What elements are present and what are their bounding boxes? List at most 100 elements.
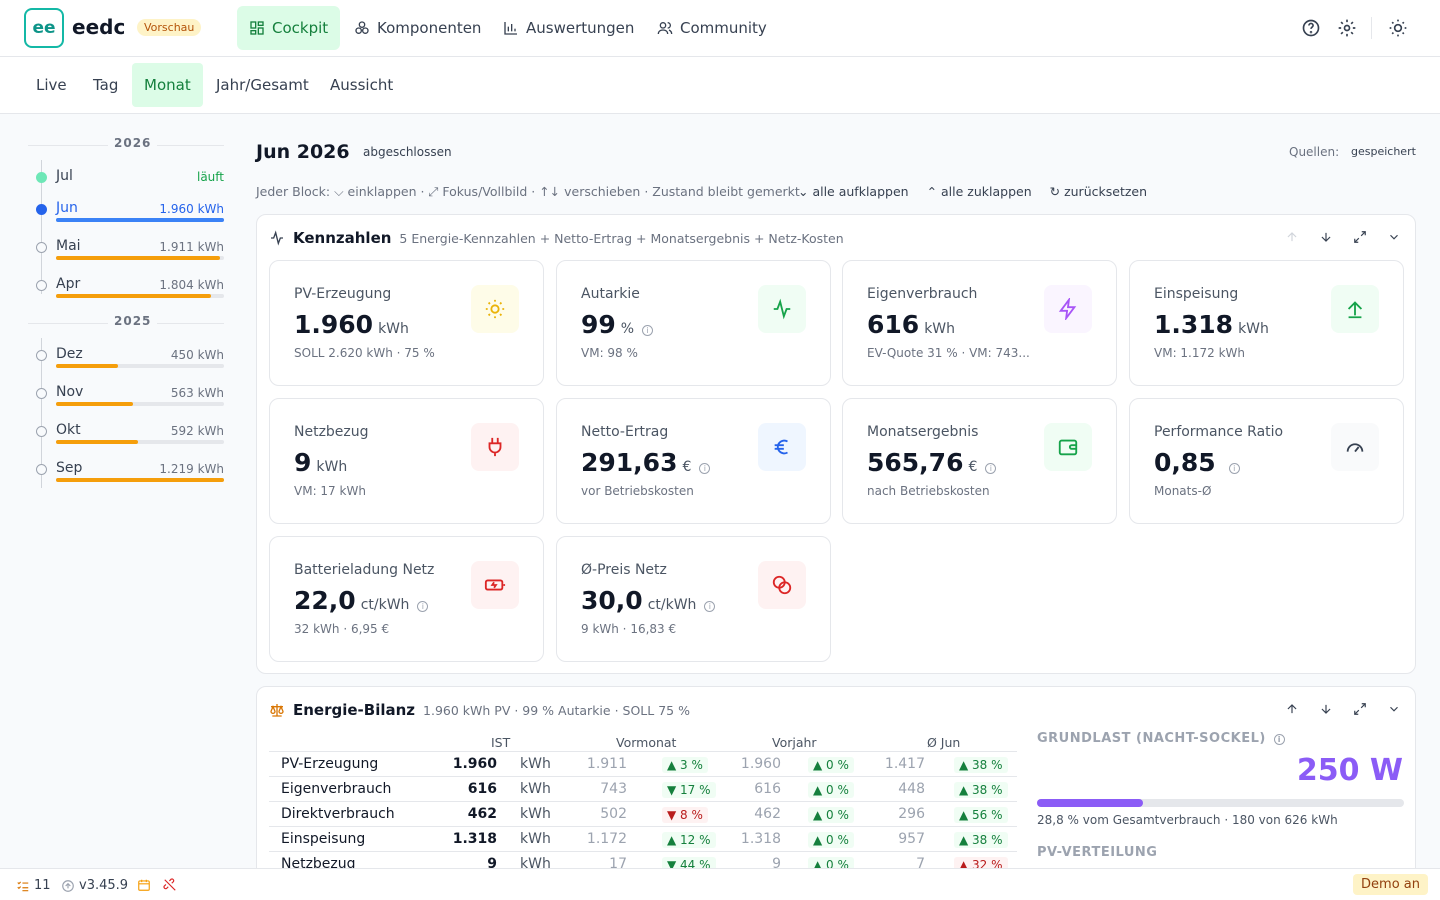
arrow-down-icon bbox=[1321, 704, 1331, 714]
avg-value: 957 bbox=[898, 831, 925, 847]
move-up-button[interactable] bbox=[1285, 229, 1299, 243]
month-item-sep[interactable]: Sep 1.219 kWh bbox=[28, 458, 224, 492]
vorjahr-value: 1.318 bbox=[740, 831, 781, 847]
kpi-card-batterieladung-netz[interactable]: Batterieladung Netz 22,0 ct/kWh i 32 kWh · 6… bbox=[269, 536, 544, 662]
plug-icon bbox=[488, 437, 502, 457]
reset-button[interactable]: ↻ zurücksetzen bbox=[1050, 184, 1147, 199]
kpi-value-row: 22,0 ct/kWh i bbox=[294, 586, 429, 615]
kpi-label: Performance Ratio bbox=[1154, 424, 1284, 440]
info-icon[interactable]: i bbox=[704, 601, 716, 612]
kpi-card-eigenverbrauch[interactable]: Eigenverbrauch 616 kWh EV-Quote 31 % · VM: … bbox=[842, 260, 1117, 386]
kpi-value: 565,76 bbox=[867, 448, 964, 477]
nav-label: Community bbox=[680, 19, 767, 37]
calendar-button[interactable] bbox=[137, 878, 151, 892]
avg-value: 1.417 bbox=[884, 756, 925, 772]
collapse-all-label: alle zuklappen bbox=[941, 184, 1032, 199]
grundlast-title-text: GRUNDLAST (NACHT-SOCKEL) bbox=[1037, 731, 1266, 746]
logo-text: ee bbox=[32, 18, 56, 38]
wallet-icon bbox=[1058, 439, 1078, 456]
fullscreen-button[interactable] bbox=[1353, 701, 1367, 715]
panel-header[interactable]: Energie-Bilanz 1.960 kWh PV · 99 % Autar… bbox=[269, 701, 690, 719]
kpi-card-performance-ratio[interactable]: Performance Ratio 0,85 i Monats-Ø bbox=[1129, 398, 1404, 524]
month-item-apr[interactable]: Apr 1.804 kWh bbox=[28, 274, 224, 308]
tab-tag[interactable]: Tag bbox=[93, 76, 119, 94]
kpi-card-monatsergebnis[interactable]: Monatsergebnis 565,76 € i nach Betriebskoste… bbox=[842, 398, 1117, 524]
sources-value[interactable]: gespeichert bbox=[1351, 145, 1416, 158]
vormonat-delta: ▲ 12 % bbox=[662, 832, 716, 848]
info-icon[interactable]: i bbox=[1273, 734, 1285, 745]
kpi-card-einspeisung[interactable]: Einspeisung 1.318 kWh VM: 1.172 kWh bbox=[1129, 260, 1404, 386]
tab-monat[interactable]: Monat bbox=[132, 63, 203, 107]
move-down-button[interactable] bbox=[1319, 229, 1333, 243]
month-name: Nov bbox=[56, 384, 84, 400]
month-item-mai[interactable]: Mai 1.911 kWh bbox=[28, 236, 224, 270]
collapse-all-button[interactable]: ⌃ alle zuklappen bbox=[927, 184, 1032, 199]
nav-auswertungen[interactable]: Auswertungen bbox=[491, 6, 646, 50]
month-item-jun[interactable]: Jun 1.960 kWh bbox=[28, 198, 224, 232]
kpi-icon-box bbox=[758, 561, 806, 609]
move-down-button[interactable] bbox=[1319, 701, 1333, 715]
kpi-icon-box bbox=[1331, 285, 1379, 333]
version-indicator[interactable]: v3.45.9 bbox=[61, 878, 128, 893]
kpi-value: 1.960 bbox=[294, 310, 374, 339]
vorjahr-value: 1.960 bbox=[740, 756, 781, 772]
table-row: PV-Erzeugung 1.960 kWh 1.911 ▲ 3 % 1.960 ▲ 0 %… bbox=[269, 751, 1017, 776]
status-bar: 11 v3.45.9 Demo an bbox=[0, 868, 1440, 900]
month-bar bbox=[56, 440, 224, 444]
month-value: 563 kWh bbox=[170, 386, 224, 400]
ist-value: 1.960 bbox=[452, 756, 497, 772]
help-icon[interactable] bbox=[1301, 18, 1321, 38]
sun-theme-icon[interactable] bbox=[1388, 18, 1408, 38]
nav-komponenten[interactable]: Komponenten bbox=[342, 6, 493, 50]
month-name: Apr bbox=[56, 276, 81, 292]
app-name: eedc bbox=[72, 15, 126, 39]
ist-value: 9 bbox=[487, 856, 497, 872]
ist-value: 462 bbox=[467, 806, 497, 822]
kpi-card-autarkie[interactable]: Autarkie 99% i VM: 98 % bbox=[556, 260, 831, 386]
expand-all-button[interactable]: ⌄ alle aufklappen bbox=[798, 184, 909, 199]
chevrons-up-icon: ⌃ bbox=[926, 184, 942, 199]
version-text: v3.45.9 bbox=[79, 878, 129, 893]
collapse-button[interactable] bbox=[1387, 701, 1401, 715]
row-label: PV-Erzeugung bbox=[281, 756, 379, 772]
month-item-okt[interactable]: Okt 592 kWh bbox=[28, 420, 224, 454]
vormonat-delta: ▲ 3 % bbox=[662, 757, 708, 773]
gear-icon[interactable] bbox=[1337, 18, 1357, 38]
tab-live[interactable]: Live bbox=[36, 76, 67, 94]
info-icon[interactable]: i bbox=[642, 325, 654, 336]
info-icon[interactable]: i bbox=[417, 601, 429, 612]
demo-toggle[interactable]: Demo an bbox=[1353, 874, 1428, 895]
month-dot bbox=[36, 204, 47, 215]
kpi-card-netto-ertrag[interactable]: Netto-Ertrag 291,63 € i vor Betriebskosten bbox=[556, 398, 831, 524]
tab-jahr-gesamt[interactable]: Jahr/Gesamt bbox=[216, 76, 309, 94]
bar-chart-icon bbox=[504, 22, 517, 35]
avg-value: 7 bbox=[916, 856, 925, 872]
nav-community[interactable]: Community bbox=[645, 6, 779, 50]
grundlast-value: 250 W bbox=[1296, 753, 1403, 788]
tasks-indicator[interactable]: 11 bbox=[16, 878, 51, 893]
connection-button[interactable] bbox=[163, 878, 177, 892]
move-up-button[interactable] bbox=[1285, 701, 1299, 715]
tab-aussicht[interactable]: Aussicht bbox=[330, 76, 394, 94]
kpi-card--preis-netz[interactable]: Ø-Preis Netz 30,0 ct/kWh i 9 kWh · 16,83 € bbox=[556, 536, 831, 662]
info-icon[interactable]: i bbox=[985, 463, 997, 474]
kpi-label: Monatsergebnis bbox=[867, 424, 979, 440]
month-item-nov[interactable]: Nov 563 kWh bbox=[28, 382, 224, 416]
avg-value: 296 bbox=[898, 806, 925, 822]
month-item-jul[interactable]: Jul läuft bbox=[28, 166, 224, 200]
kpi-card-pv-erzeugung[interactable]: PV-Erzeugung 1.960 kWh SOLL 2.620 kWh · 75 … bbox=[269, 260, 544, 386]
kpi-icon-box bbox=[1044, 423, 1092, 471]
kpi-card-netzbezug[interactable]: Netzbezug 9 kWh VM: 17 kWh bbox=[269, 398, 544, 524]
month-item-dez[interactable]: Dez 450 kWh bbox=[28, 344, 224, 378]
collapse-button[interactable] bbox=[1387, 229, 1401, 243]
info-icon[interactable]: i bbox=[1228, 463, 1240, 474]
app-logo[interactable]: ee bbox=[24, 8, 64, 48]
panel-header[interactable]: Kennzahlen 5 Energie-Kennzahlen + Netto-… bbox=[269, 229, 844, 247]
fullscreen-button[interactable] bbox=[1353, 229, 1367, 243]
info-icon[interactable]: i bbox=[699, 463, 711, 474]
kpi-unit: kWh bbox=[1238, 321, 1269, 337]
year-header: 2025 bbox=[28, 314, 224, 332]
nav-cockpit[interactable]: Cockpit bbox=[237, 6, 341, 50]
month-bar-fill bbox=[56, 478, 224, 482]
sources-label: Quellen: bbox=[1289, 145, 1340, 159]
